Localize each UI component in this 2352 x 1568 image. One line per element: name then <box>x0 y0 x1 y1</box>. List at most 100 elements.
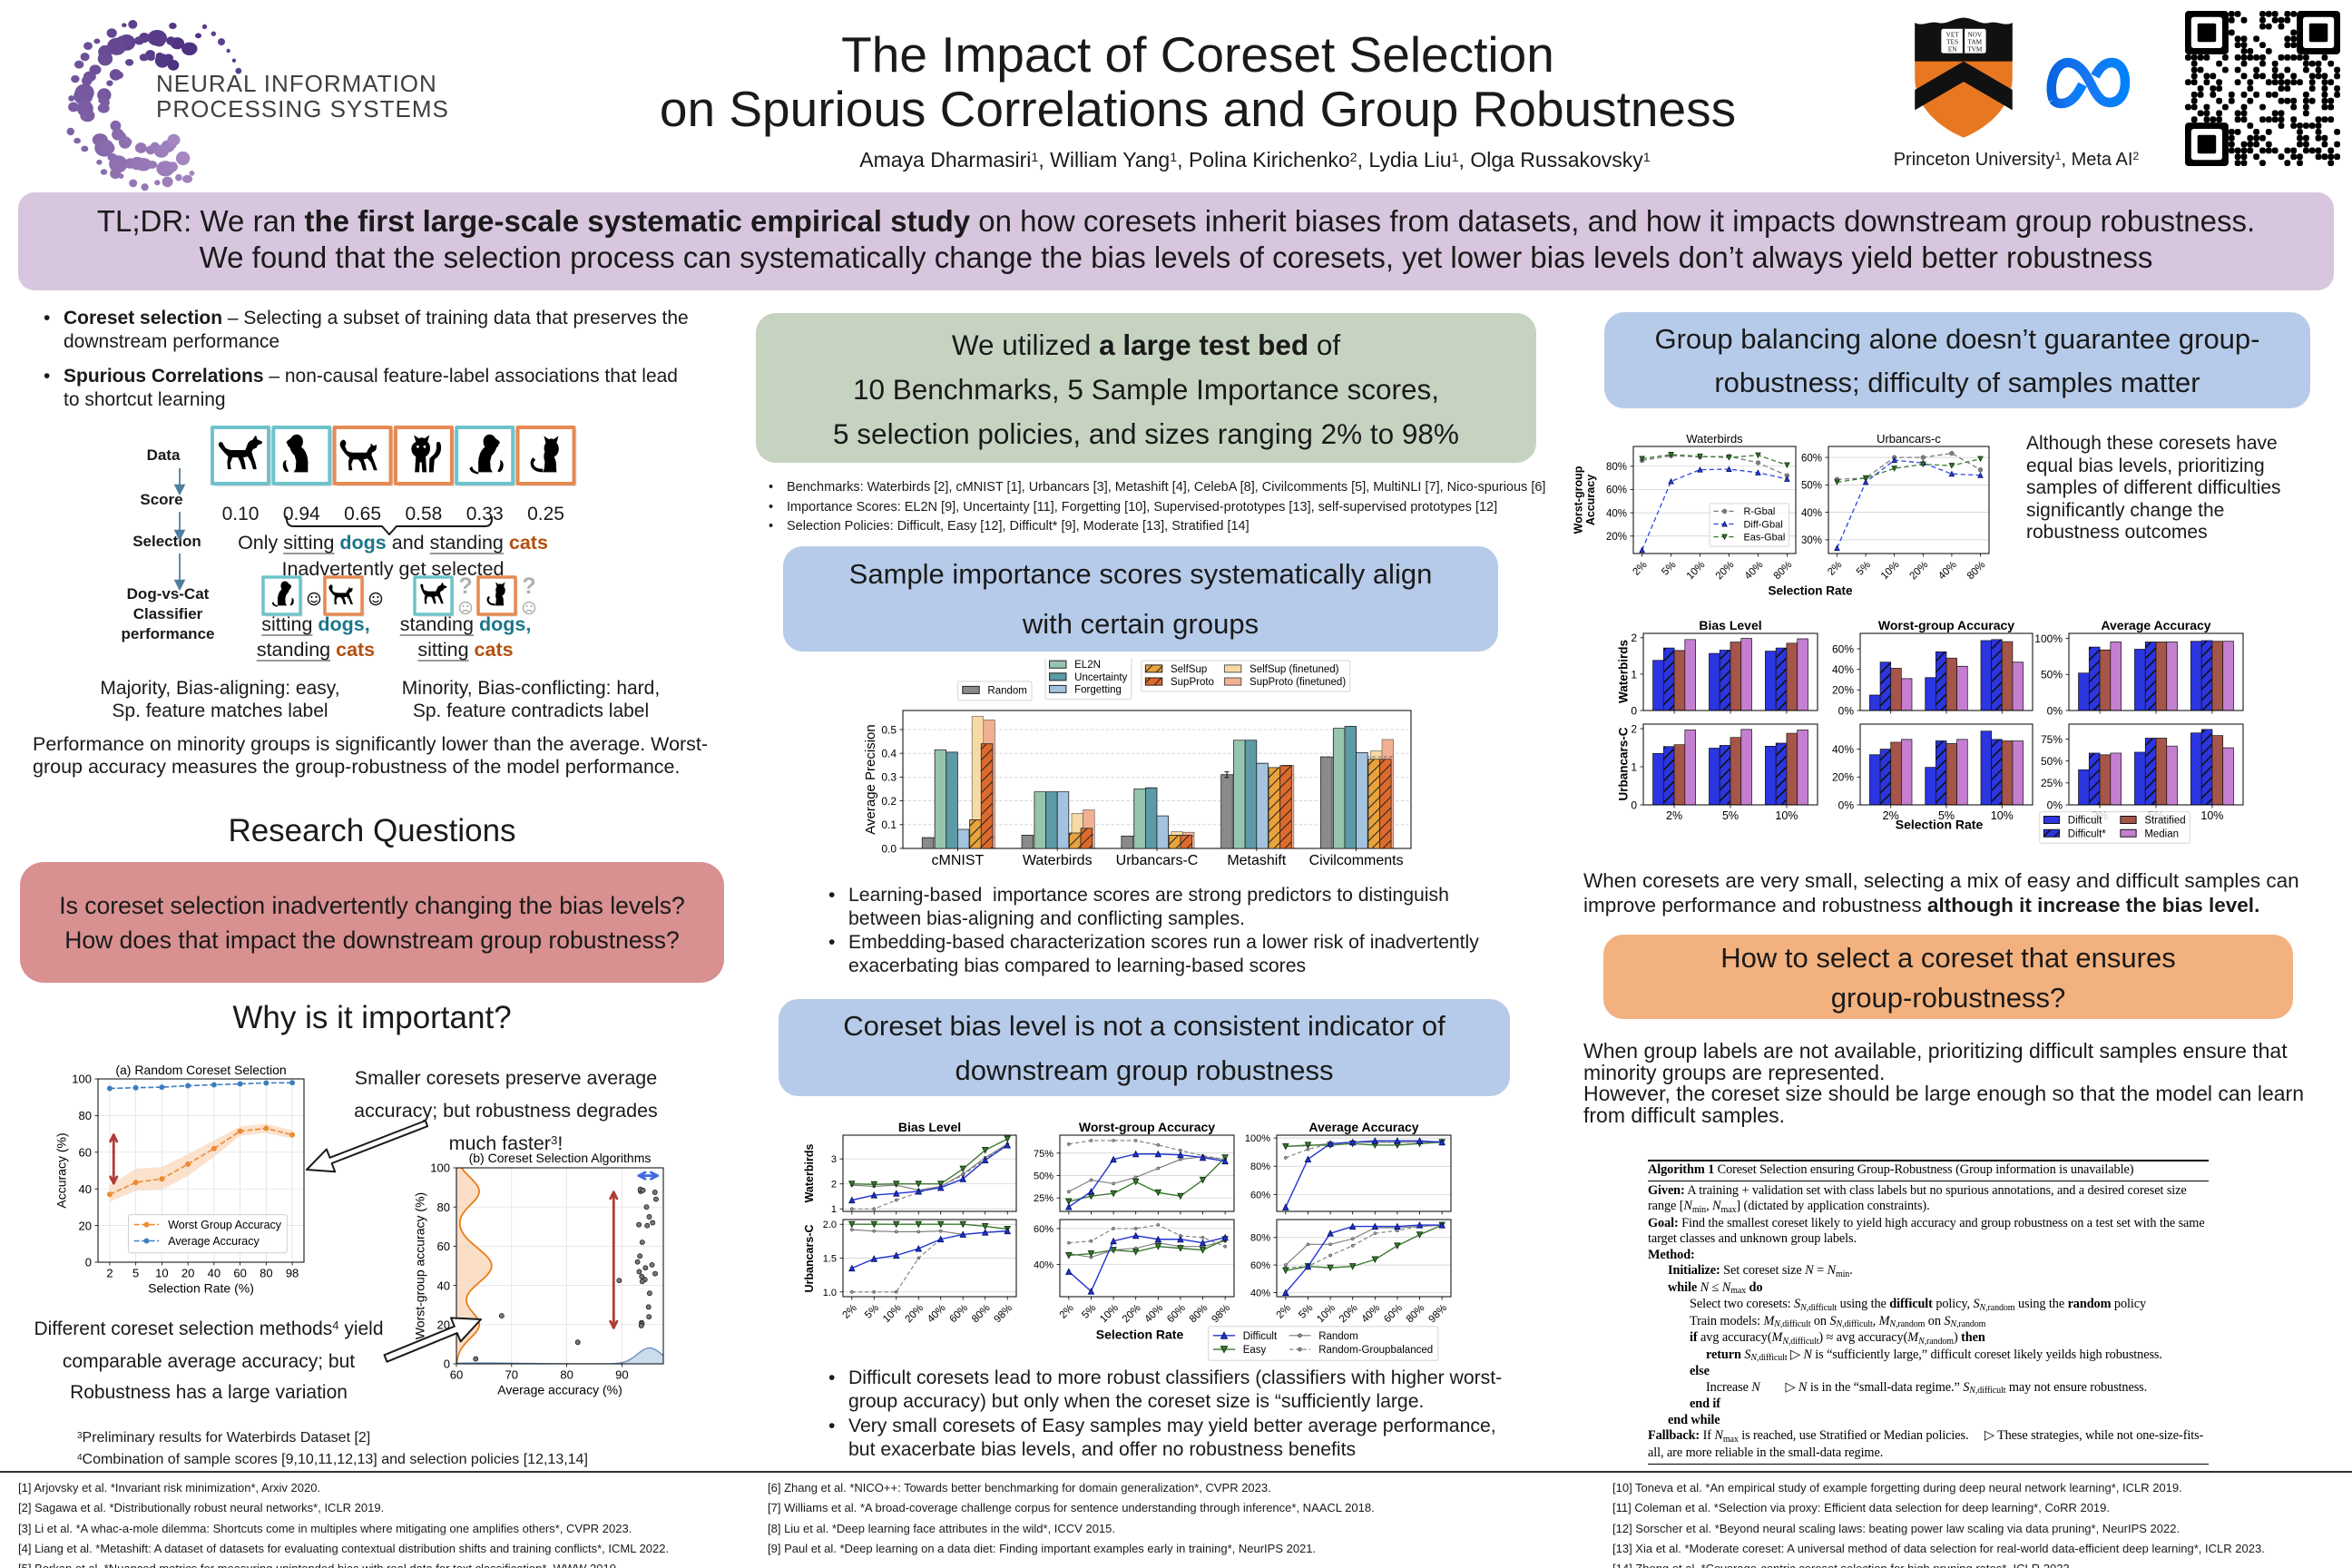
svg-text:0: 0 <box>1631 704 1637 717</box>
svg-text:60%: 60% <box>947 1303 970 1326</box>
svg-text:2%: 2% <box>1275 1303 1293 1321</box>
svg-text:80%: 80% <box>1250 1233 1270 1244</box>
svg-text:performance: performance <box>122 625 215 642</box>
svg-text:5%: 5% <box>1080 1303 1098 1321</box>
svg-text:0.4: 0.4 <box>881 748 897 760</box>
svg-text:60%: 60% <box>1801 453 1822 464</box>
svg-text:?: ? <box>458 573 472 599</box>
svg-text:VET: VET <box>1946 32 1960 39</box>
svg-text:20: 20 <box>437 1318 450 1332</box>
svg-text:75%: 75% <box>1034 1149 1054 1160</box>
svg-text:TAM: TAM <box>1968 39 1983 46</box>
svg-text:40%: 40% <box>1832 743 1854 756</box>
svg-text:2: 2 <box>831 1180 837 1191</box>
svg-text:5%: 5% <box>1297 1303 1315 1321</box>
svg-text:Selection Rate (%): Selection Rate (%) <box>148 1280 254 1295</box>
svg-text:Metashift: Metashift <box>1227 853 1286 868</box>
svg-text:40%: 40% <box>1606 508 1627 519</box>
svg-text:0.5: 0.5 <box>881 723 897 736</box>
svg-text:0.58: 0.58 <box>405 504 442 524</box>
svg-text:Worst-group: Worst-group <box>1572 466 1584 534</box>
svg-text:5%: 5% <box>863 1303 881 1321</box>
svg-text:Average Accuracy: Average Accuracy <box>2101 618 2210 632</box>
svg-text:40: 40 <box>437 1279 450 1292</box>
svg-text:5%: 5% <box>1938 809 1955 822</box>
svg-text:98%: 98% <box>1210 1303 1232 1326</box>
svg-text:0.0: 0.0 <box>881 842 897 855</box>
svg-text:10%: 10% <box>1991 809 2014 822</box>
svg-text:100%: 100% <box>2034 632 2063 645</box>
svg-text:0%: 0% <box>1838 799 1855 811</box>
svg-text:Accuracy: Accuracy <box>1584 475 1597 525</box>
svg-text:2: 2 <box>1631 722 1637 735</box>
svg-text:Average Precision: Average Precision <box>863 724 878 834</box>
svg-text:Urbancars-c: Urbancars-c <box>1877 432 1941 446</box>
svg-text:60%: 60% <box>1606 485 1627 496</box>
svg-text:5: 5 <box>132 1266 139 1279</box>
svg-text:NOV: NOV <box>1967 32 1982 39</box>
svg-text:(a) Random Coreset Selection: (a) Random Coreset Selection <box>115 1063 286 1077</box>
svg-text:100: 100 <box>72 1073 92 1086</box>
svg-text:80%: 80% <box>1772 560 1795 583</box>
svg-text:Difficult*: Difficult* <box>2068 828 2106 839</box>
svg-text:Average Accuracy: Average Accuracy <box>168 1235 260 1248</box>
svg-text:70: 70 <box>505 1367 518 1381</box>
svg-text:20: 20 <box>181 1266 194 1279</box>
svg-text:R-Gbal: R-Gbal <box>1743 506 1775 517</box>
svg-text:TVM: TVM <box>1967 45 1983 53</box>
svg-text:Selection Rate: Selection Rate <box>1096 1328 1184 1342</box>
svg-text:10: 10 <box>155 1266 168 1279</box>
svg-text:Difficult: Difficult <box>1243 1331 1278 1342</box>
svg-text:80: 80 <box>79 1109 92 1122</box>
svg-text:Data: Data <box>147 446 181 464</box>
svg-text:(b) Coreset Selection Algorith: (b) Coreset Selection Algorithms <box>469 1151 652 1165</box>
svg-text:0.33: 0.33 <box>466 504 504 524</box>
svg-text:Waterbirds: Waterbirds <box>803 1144 816 1203</box>
svg-text:5%: 5% <box>1855 560 1873 578</box>
svg-text:2%: 2% <box>1826 560 1844 578</box>
svg-text:80: 80 <box>437 1200 450 1214</box>
svg-text:60%: 60% <box>1382 1303 1405 1326</box>
svg-text:TES: TES <box>1946 39 1958 46</box>
svg-text:98: 98 <box>286 1266 299 1279</box>
svg-text:0.10: 0.10 <box>222 504 260 524</box>
svg-text:Urbancars-C: Urbancars-C <box>1616 727 1630 800</box>
svg-text:?: ? <box>522 573 535 599</box>
svg-text:60: 60 <box>437 1240 450 1253</box>
svg-text:1: 1 <box>1631 760 1637 773</box>
svg-text:Civilcomments: Civilcomments <box>1309 853 1404 868</box>
svg-text:20%: 20% <box>1121 1303 1143 1326</box>
svg-text:0: 0 <box>1631 799 1637 811</box>
svg-text:1.5: 1.5 <box>823 1253 837 1264</box>
svg-text:40%: 40% <box>1743 560 1766 583</box>
svg-text:Bias Level: Bias Level <box>898 1120 961 1134</box>
svg-text:SupProto (finetuned): SupProto (finetuned) <box>1250 677 1346 688</box>
svg-text:1: 1 <box>1631 668 1637 681</box>
svg-text:Uncertainty: Uncertainty <box>1074 672 1127 683</box>
svg-text:40%: 40% <box>926 1303 948 1326</box>
svg-text:Worst Group Accuracy: Worst Group Accuracy <box>168 1219 282 1231</box>
svg-text:40%: 40% <box>1832 663 1854 676</box>
svg-text:Diff-Gbal: Diff-Gbal <box>1743 519 1782 530</box>
svg-text:Classifier: Classifier <box>133 605 203 622</box>
svg-text:Urbancars-C: Urbancars-C <box>803 1224 816 1292</box>
svg-text:2: 2 <box>1631 632 1637 644</box>
svg-text:Selection: Selection <box>132 533 201 550</box>
svg-text:SelfSup: SelfSup <box>1171 664 1207 675</box>
svg-text:3: 3 <box>831 1154 837 1165</box>
svg-text:Selection Rate: Selection Rate <box>1768 583 1853 597</box>
svg-text:60%: 60% <box>1250 1190 1270 1200</box>
svg-text:5%: 5% <box>1660 560 1678 578</box>
svg-text:60%: 60% <box>1832 642 1854 655</box>
svg-text:SelfSup (finetuned): SelfSup (finetuned) <box>1250 664 1339 675</box>
svg-text:0%: 0% <box>2047 799 2063 811</box>
svg-text:50%: 50% <box>1801 481 1822 492</box>
svg-text:50%: 50% <box>2041 755 2063 768</box>
svg-text:90: 90 <box>615 1367 628 1381</box>
svg-text:20%: 20% <box>1832 771 1854 784</box>
svg-text:0: 0 <box>444 1357 450 1371</box>
svg-text:25%: 25% <box>2041 777 2063 789</box>
svg-text:80%: 80% <box>1405 1303 1427 1326</box>
svg-text:98%: 98% <box>992 1303 1014 1326</box>
svg-text:40: 40 <box>208 1266 220 1279</box>
